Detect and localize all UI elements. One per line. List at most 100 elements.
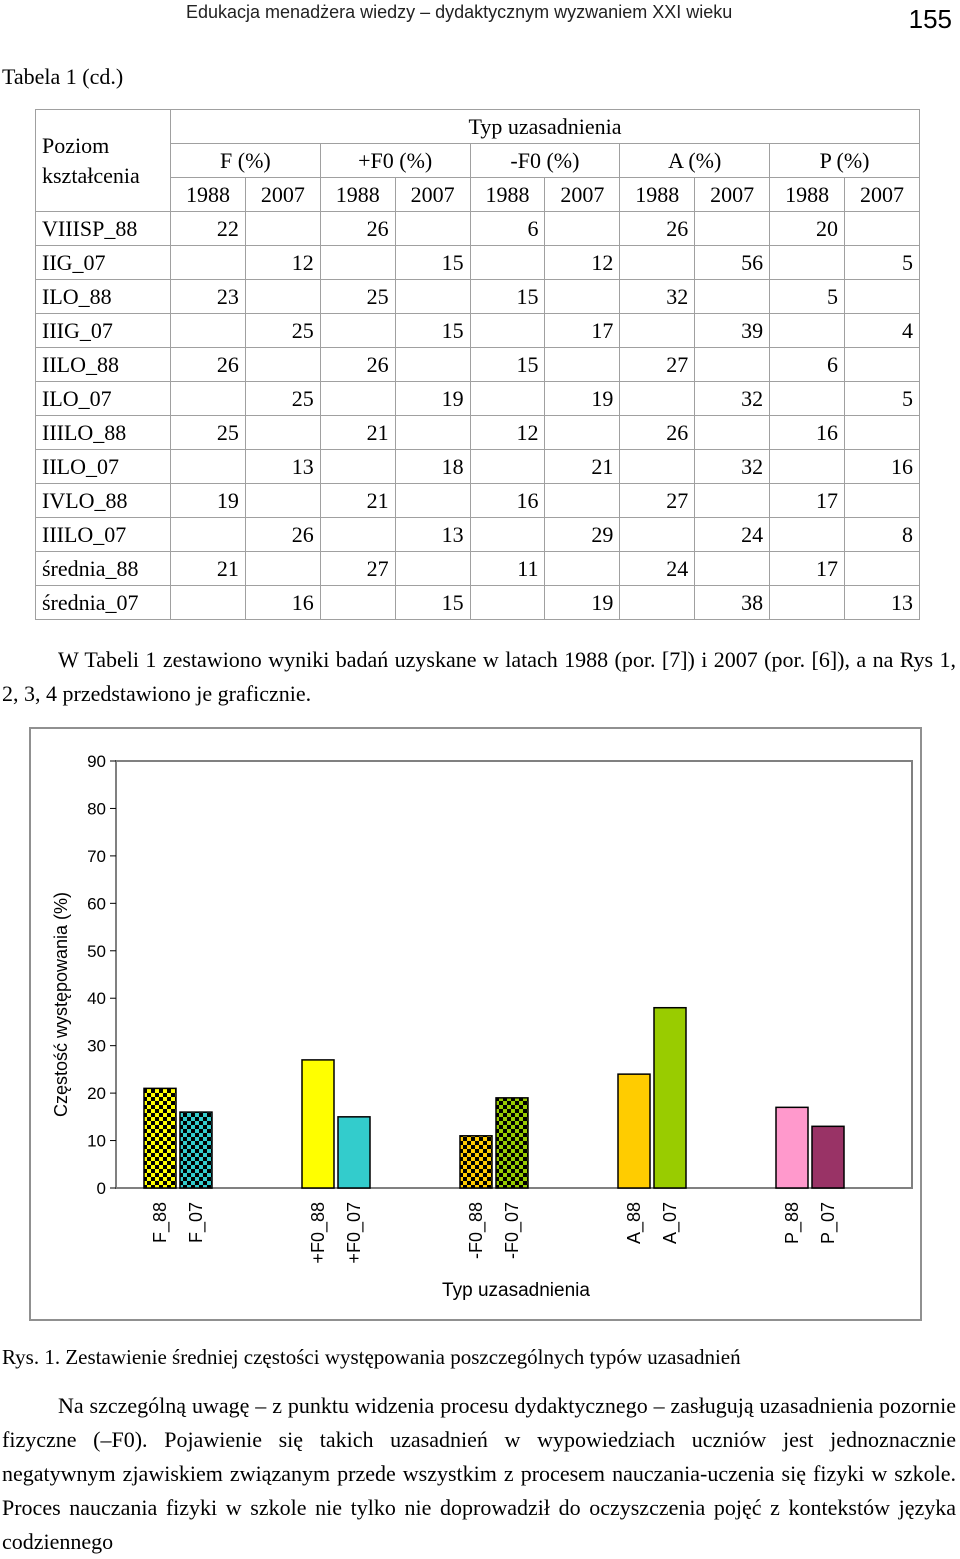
empty-cell [394,551,471,586]
empty-cell [244,279,321,314]
bar [495,1097,529,1189]
empty-cell [244,415,321,450]
empty-cell [469,517,546,552]
empty-cell [319,245,396,280]
table-row: IILO_07 13 18 21 32 16 [35,449,920,484]
table-cell: 6 [769,347,846,382]
table-cell: 15 [394,313,471,348]
table-cell: 13 [394,517,471,552]
empty-cell [769,245,846,280]
x-axis-label: Typ uzasadnienia [442,1280,590,1301]
empty-cell [619,517,696,552]
empty-cell [319,449,396,484]
row-label: IIIG_07 [35,313,171,348]
table-cell: 16 [844,449,920,484]
row-label: IIILO_07 [35,517,171,552]
table-cell: 27 [619,483,696,518]
year-header: 2007 [694,177,771,212]
y-tick-label: 10 [87,1132,106,1151]
empty-cell [469,313,546,348]
table-cell: 23 [170,279,246,314]
table-cell: 24 [694,517,771,552]
table-row: średnia_07 16 15 19 38 13 [35,585,920,620]
empty-cell [844,279,920,314]
table-row: IVLO_88 19 21 16 27 17 [35,483,920,518]
empty-cell [170,517,246,552]
empty-cell [694,415,771,450]
column-header: A (%) [619,143,771,178]
table-cell: 26 [244,517,321,552]
empty-cell [769,381,846,416]
table-cell: 4 [844,313,920,348]
empty-cell [544,415,621,450]
table-cell: 26 [170,347,246,382]
empty-cell [844,551,920,586]
table-cell: 21 [170,551,246,586]
table-cell: 32 [619,279,696,314]
table-cell: 20 [769,211,846,246]
table-row: IIG_07 12 15 12 56 5 [35,245,920,280]
column-header: +F0 (%) [319,143,471,178]
x-tick-label: -F0_07 [502,1202,523,1259]
table-row: VIIISP_88 22 26 6 26 20 [35,211,920,246]
table-cell: 19 [394,381,471,416]
bar [301,1059,335,1189]
running-header: Edukacja menadżera wiedzy – dydaktycznym… [186,2,733,22]
table-cell: 21 [319,483,396,518]
bar [653,1006,687,1189]
y-tick-label: 60 [87,894,106,913]
table-cell: 12 [244,245,321,280]
empty-cell [844,211,920,246]
empty-cell [394,415,471,450]
table-cell: 27 [319,551,396,586]
year-header: 2007 [844,177,920,212]
bar-chart: 0 10 20 30 40 50 60 70 80 90 Częstość występowania… [51,752,913,1301]
y-tick-label: 0 [97,1179,106,1198]
empty-cell [544,483,621,518]
empty-cell [244,483,321,518]
y-tick-label: 20 [87,1084,106,1103]
empty-cell [619,313,696,348]
table-cell: 24 [619,551,696,586]
results-table: Poziom kształcenia Typ uzasadnienia F (%… [35,109,920,620]
table-cell: 5 [844,245,920,280]
table-cell: 5 [769,279,846,314]
y-tick-label: 30 [87,1037,106,1056]
empty-cell [544,279,621,314]
table-cell: 32 [694,449,771,484]
bar [337,1116,371,1189]
group-header: Typ uzasadnienia [170,109,920,144]
x-tick-label: +F0_88 [308,1202,329,1264]
figure-caption: Rys. 1. Zestawienie średniej częstości w… [2,1345,741,1369]
table-row: IIILO_07 26 13 29 24 8 [35,517,920,552]
table-row: IILO_88 26 26 15 27 6 [35,347,920,382]
x-tick-label: P_07 [818,1202,839,1244]
column-header: F (%) [170,143,321,178]
table-cell: 26 [319,347,396,382]
table-cell: 39 [694,313,771,348]
table-row: średnia_88 21 27 11 24 17 [35,551,920,586]
empty-cell [694,551,771,586]
table-cell: 26 [619,211,696,246]
year-header: 2007 [244,177,321,212]
table-cell: 12 [469,415,546,450]
row-header-cell: Poziom kształcenia [35,109,171,212]
table-cell: 26 [319,211,396,246]
bar [459,1135,493,1189]
row-label: IILO_88 [35,347,171,382]
row-label: średnia_07 [35,585,171,620]
table-cell: 15 [394,245,471,280]
x-tick-label: -F0_88 [466,1202,487,1259]
empty-cell [469,245,546,280]
table-cell: 16 [244,585,321,620]
empty-cell [394,211,471,246]
table-cell: 27 [619,347,696,382]
page-number: 155 [908,4,952,34]
table-caption: Tabela 1 (cd.) [2,64,124,89]
empty-cell [469,381,546,416]
row-label: średnia_88 [35,551,171,586]
table-cell: 18 [394,449,471,484]
table-cell: 16 [769,415,846,450]
table-cell: 15 [394,585,471,620]
empty-cell [619,449,696,484]
